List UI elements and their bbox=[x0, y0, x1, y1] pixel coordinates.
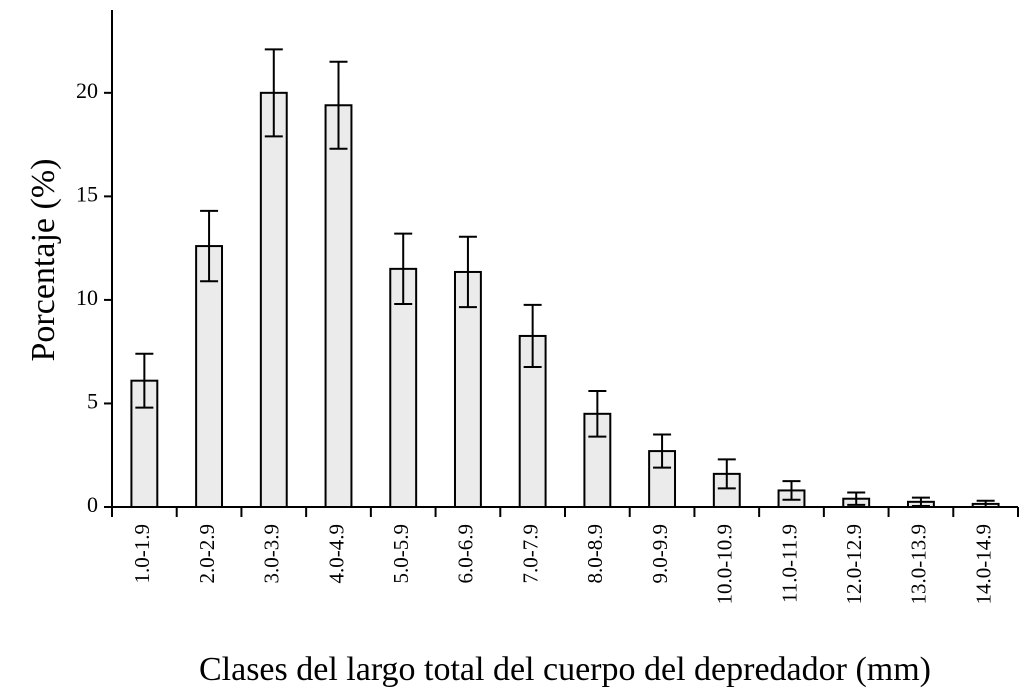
y-axis-title: Porcentaje (%) bbox=[25, 159, 62, 362]
error-bar bbox=[200, 209, 219, 283]
x-tick-label: 11.0-11.9 bbox=[777, 524, 801, 603]
x-tick-label: 3.0-3.9 bbox=[260, 524, 284, 584]
error-bar bbox=[458, 235, 477, 309]
error-bar bbox=[329, 60, 348, 150]
error-bar bbox=[976, 499, 995, 508]
x-tick-label: 4.0-4.9 bbox=[324, 524, 348, 584]
y-tick-label: 20 bbox=[76, 78, 98, 103]
x-tick-label: 12.0-12.9 bbox=[842, 524, 866, 605]
bar bbox=[195, 245, 224, 508]
x-tick-label: 10.0-10.9 bbox=[713, 524, 737, 605]
x-axis-title: Clases del largo total del cuerpo del de… bbox=[199, 651, 931, 688]
y-tick-label: 10 bbox=[76, 285, 98, 310]
error-bar bbox=[135, 352, 154, 409]
error-bar bbox=[782, 480, 801, 501]
error-bar bbox=[523, 303, 542, 369]
y-tick-label: 15 bbox=[76, 181, 98, 206]
error-bar bbox=[911, 496, 930, 507]
x-tick-label: 6.0-6.9 bbox=[454, 524, 478, 584]
x-tick-label: 5.0-5.9 bbox=[389, 524, 413, 584]
bar bbox=[324, 104, 353, 508]
error-bar bbox=[394, 232, 413, 306]
x-tick-label: 1.0-1.9 bbox=[130, 524, 154, 584]
error-bar bbox=[717, 458, 736, 490]
x-tick-label: 9.0-9.9 bbox=[648, 524, 672, 584]
error-bar bbox=[653, 433, 672, 469]
y-tick-label: 0 bbox=[87, 492, 98, 517]
error-bar bbox=[588, 390, 607, 438]
y-tick-label: 5 bbox=[87, 389, 98, 414]
bar bbox=[259, 91, 288, 508]
x-tick-label: 7.0-7.9 bbox=[518, 524, 542, 584]
bar bbox=[389, 267, 418, 508]
error-bar bbox=[264, 48, 283, 138]
error-bar bbox=[847, 491, 866, 506]
x-tick-label: 8.0-8.9 bbox=[583, 524, 607, 584]
x-tick-label: 2.0-2.9 bbox=[195, 524, 219, 584]
x-tick-label: 13.0-13.9 bbox=[907, 524, 931, 605]
x-tick-label: 14.0-14.9 bbox=[971, 524, 995, 605]
